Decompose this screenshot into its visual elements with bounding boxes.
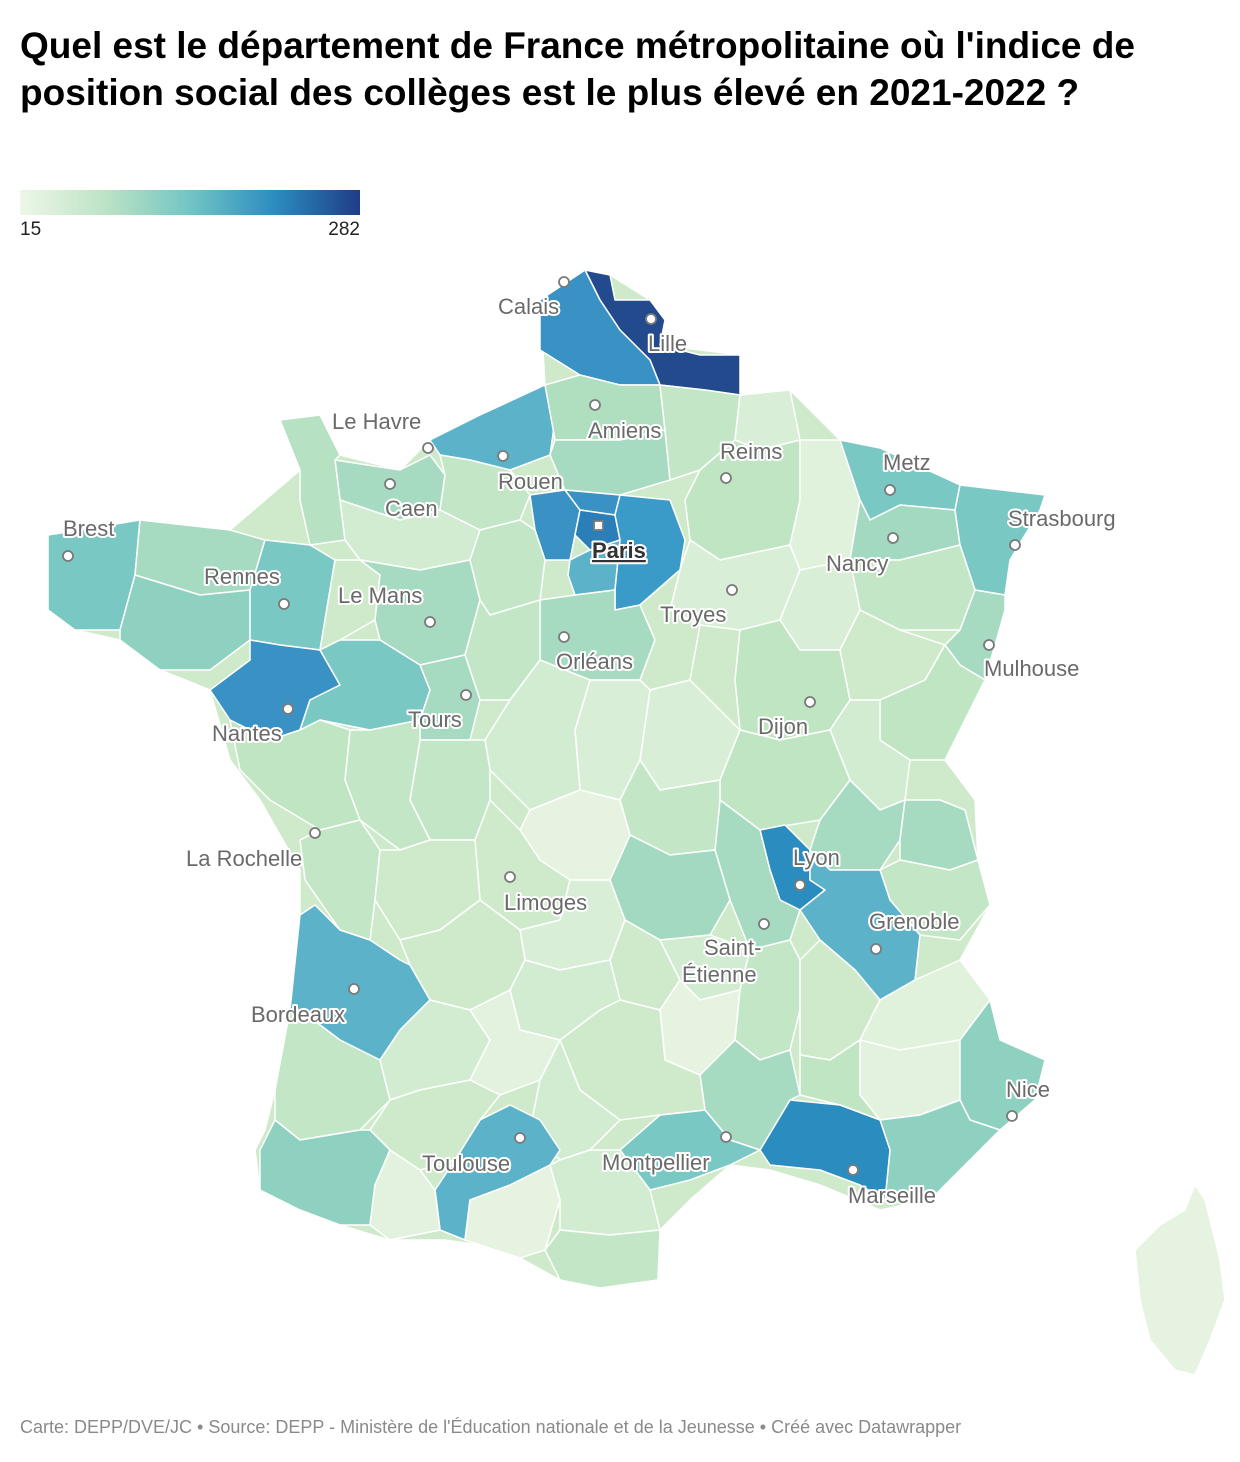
city-marker-saint-etienne [758,918,770,930]
city-marker-limoges [504,871,516,883]
city-label-brest: Brest [63,516,114,541]
dept-hautes-pyrenees [369,1149,441,1241]
dept-vendee [229,719,361,831]
dept-pyrenees-atlantiques [259,1119,391,1226]
city-marker-metz [884,484,896,496]
city-label-reims: Reims [720,439,782,464]
city-marker-tours [460,689,472,701]
city-label-nantes: Nantes [212,721,282,746]
city-marker-bordeaux [348,983,360,995]
city-marker-grenoble [870,943,882,955]
city-label-grenoble: Grenoble [869,909,960,934]
dept-morbihan [119,574,251,671]
city-marker-mulhouse [983,639,995,651]
city-marker-orleans [558,631,570,643]
city-label-orleans: Orléans [556,649,633,674]
city-label-limoges: Limoges [504,890,587,915]
city-marker-la-rochelle [309,827,321,839]
france-map: Calais Lille Le Havre Amiens Reims Metz … [0,250,1240,1400]
city-marker-nancy [887,532,899,544]
legend-min-label: 15 [20,219,42,240]
map-svg: Calais Lille Le Havre Amiens Reims Metz … [47,269,1226,1376]
city-label-metz: Metz [883,450,931,475]
city-marker-nantes [282,703,294,715]
city-label-nancy: Nancy [826,551,888,576]
city-label-bordeaux: Bordeaux [251,1002,345,1027]
dept-pas-de-calais [539,269,661,386]
source-footer: Carte: DEPP/DVE/JC • Source: DEPP - Mini… [20,1417,962,1437]
dept-vaucluse [799,1039,881,1121]
city-marker-le-mans [424,616,436,628]
dept-pyrenees-orientales [544,1229,661,1289]
city-label-marseille: Marseille [848,1183,936,1208]
city-label-amiens: Amiens [588,418,661,443]
city-marker-reims [720,472,732,484]
city-label-saint-etienne: Saint-Étienne [682,935,761,987]
city-label-dijon: Dijon [758,714,808,739]
city-label-strasbourg: Strasbourg [1008,506,1116,531]
city-label-le-mans: Le Mans [338,583,422,608]
city-marker-paris [593,520,604,531]
legend-labels: 15 282 [20,219,360,241]
city-label-caen: Caen [385,496,438,521]
city-marker-lille [645,313,657,325]
legend-max-label: 282 [328,219,360,240]
city-marker-troyes [726,584,738,596]
city-marker-nice [1006,1110,1018,1122]
city-marker-lyon [794,879,806,891]
dept-bouches-du-rhone [759,1099,891,1201]
city-label-lyon: Lyon [793,845,840,870]
city-marker-amiens [589,399,601,411]
city-label-troyes: Troyes [660,602,726,627]
city-label-le-havre: Le Havre [332,409,421,434]
city-marker-strasbourg [1009,539,1021,551]
city-label-toulouse: Toulouse [422,1151,510,1176]
dept-oise [549,429,671,496]
city-marker-caen [384,478,396,490]
city-label-paris: Paris [592,538,646,563]
corsica [1134,1184,1226,1376]
city-marker-brest [62,550,74,562]
city-label-rouen: Rouen [498,469,563,494]
city-label-la-rochelle: La Rochelle [186,846,302,871]
city-label-montpellier: Montpellier [602,1150,710,1175]
city-marker-toulouse [514,1132,526,1144]
city-label-tours: Tours [408,707,462,732]
city-label-rennes: Rennes [204,564,280,589]
dept-aude [549,1149,661,1236]
legend-gradient-bar [20,190,360,215]
dept-landes [274,1009,391,1141]
city-marker-montpellier [720,1131,732,1143]
city-marker-rennes [278,598,290,610]
city-marker-calais [558,276,570,288]
city-label-lille: Lille [648,331,687,356]
city-label-nice: Nice [1006,1077,1050,1102]
city-marker-rouen [497,450,509,462]
city-label-mulhouse: Mulhouse [984,656,1079,681]
city-marker-le-havre [422,442,434,454]
city-marker-marseille [847,1164,859,1176]
color-legend: 15 282 [20,190,360,241]
city-label-calais: Calais [498,294,559,319]
chart-title: Quel est le département de France métrop… [20,25,1135,113]
city-marker-dijon [804,696,816,708]
